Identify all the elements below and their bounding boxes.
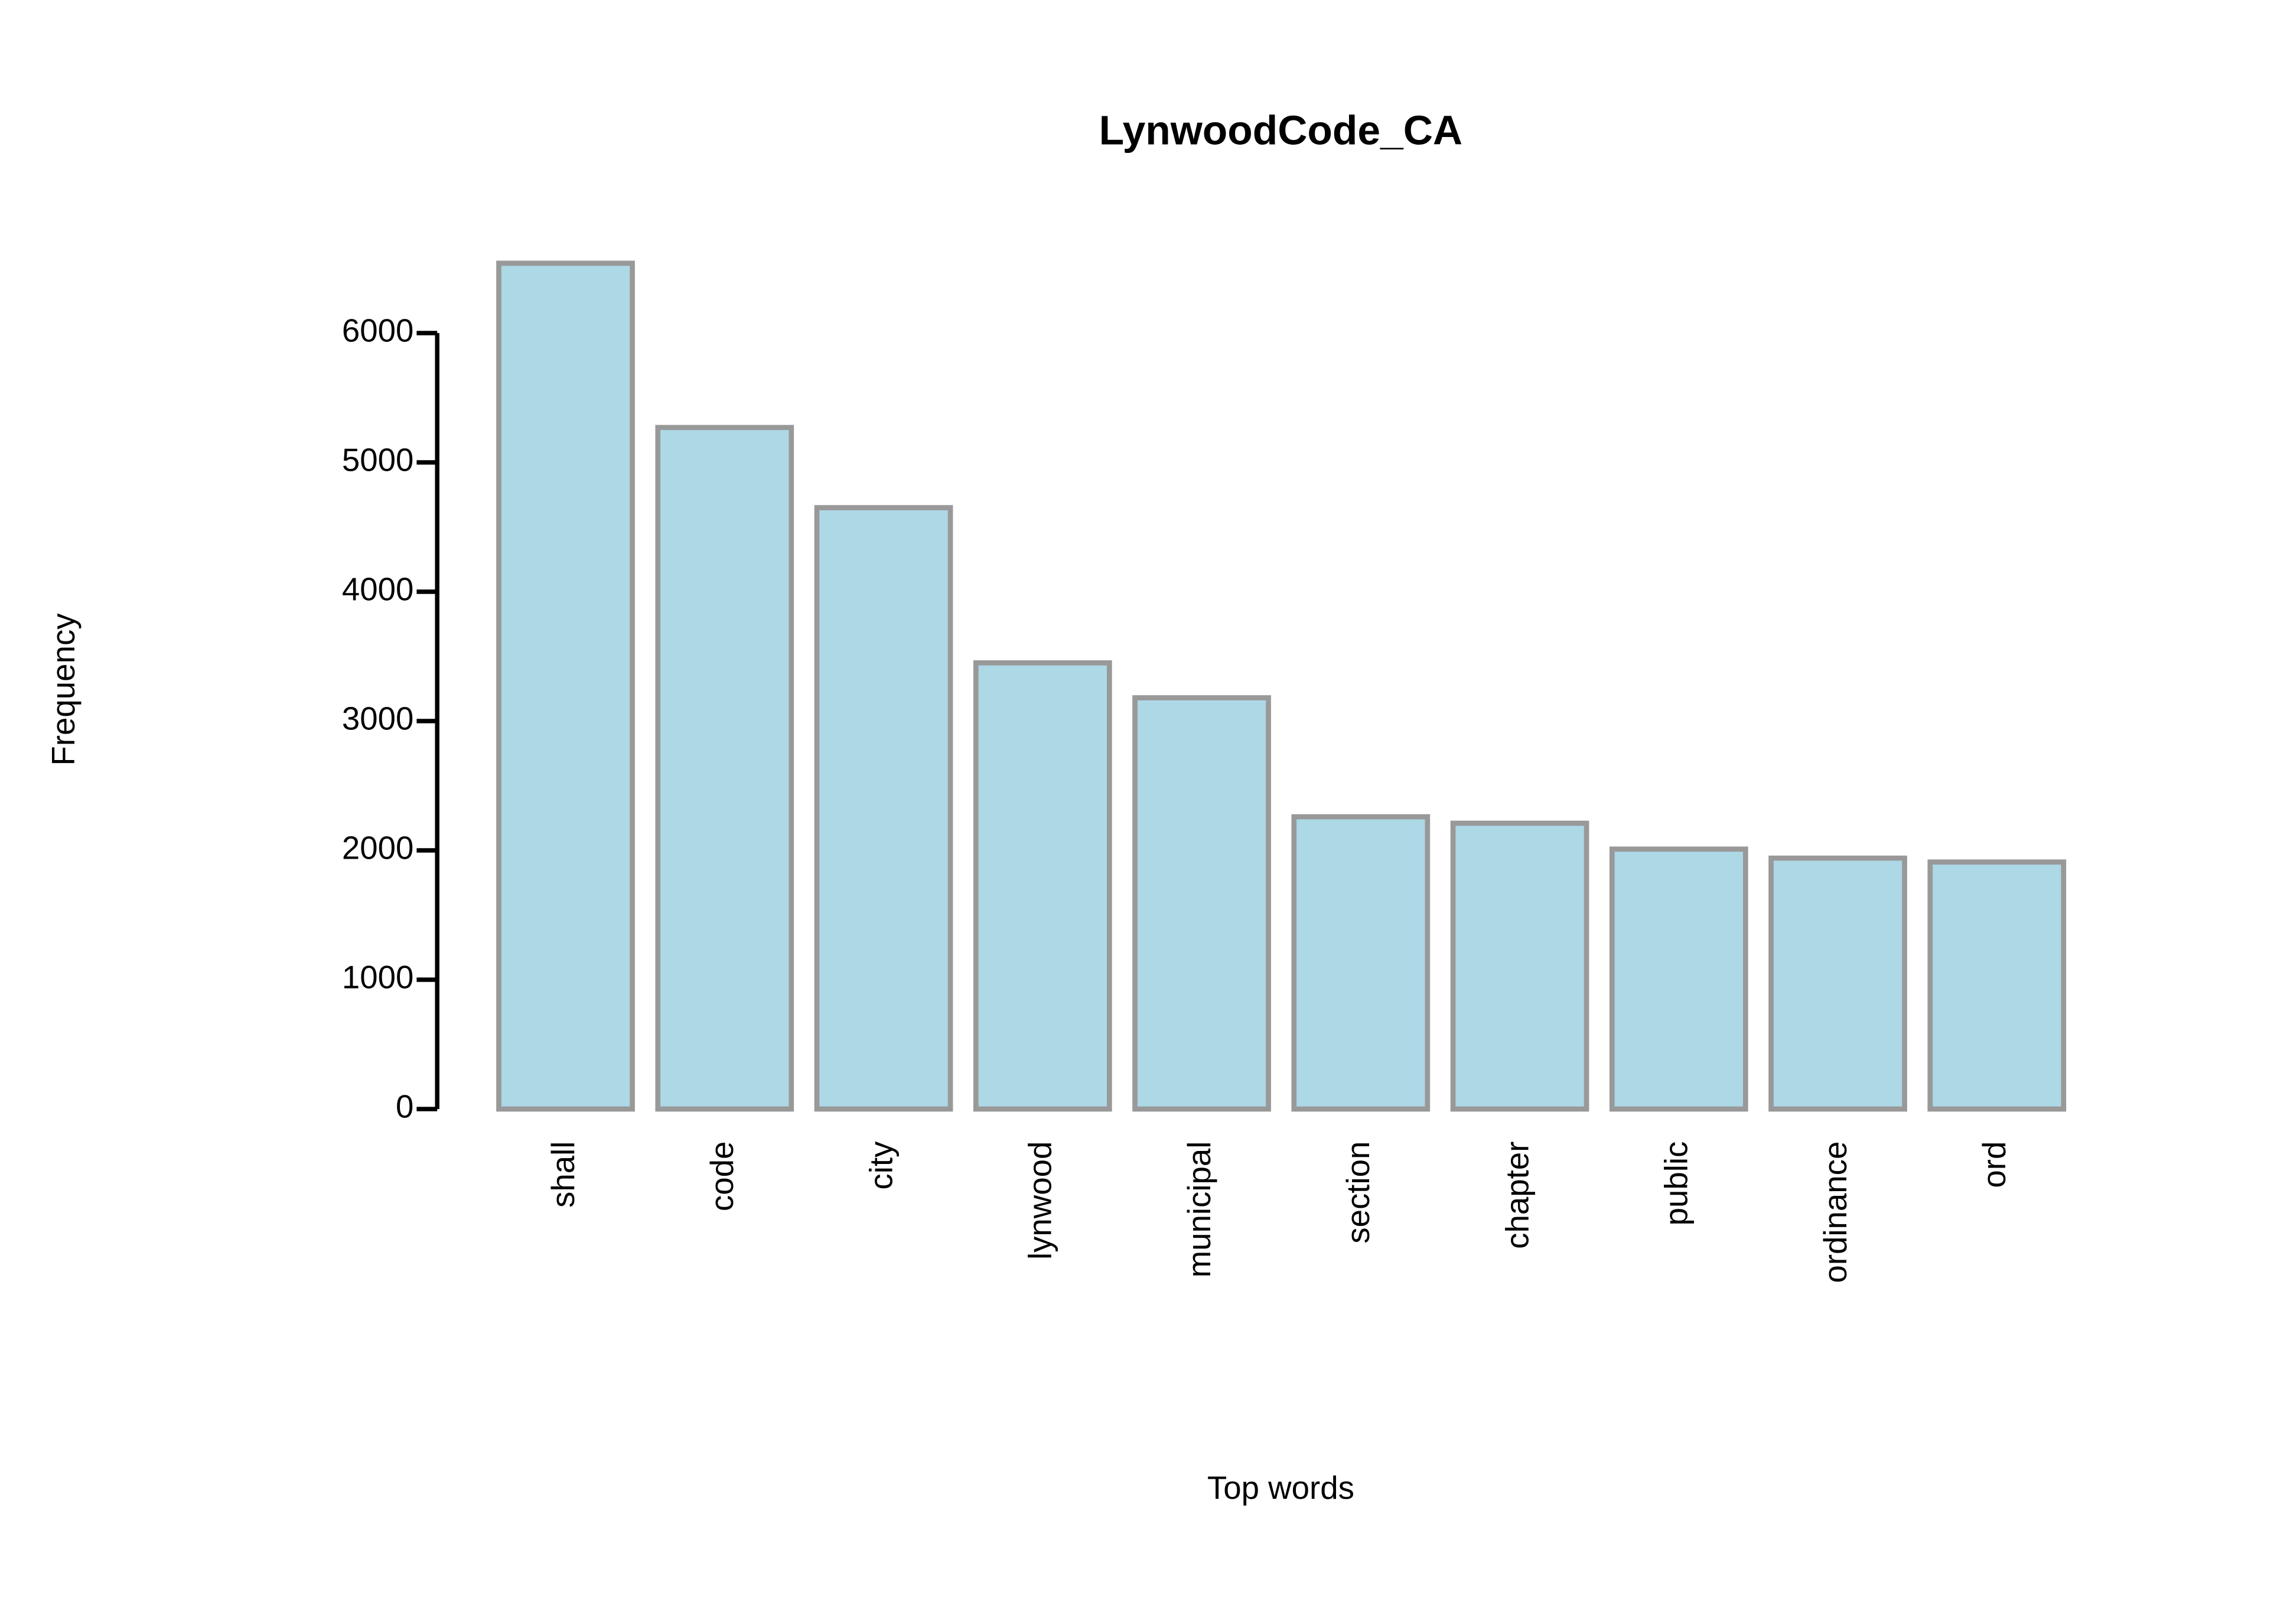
- x-tick-label: public: [1659, 1142, 1695, 1226]
- x-tick-label: lynwood: [1022, 1142, 1058, 1260]
- y-tick-label: 5000: [342, 442, 414, 478]
- bar: [496, 260, 635, 1112]
- bar: [655, 425, 794, 1112]
- bar: [973, 660, 1112, 1112]
- bar: [1450, 820, 1589, 1112]
- x-tick-label: ord: [1976, 1142, 2012, 1188]
- y-tick-label: 6000: [342, 312, 414, 348]
- x-tick-label: shall: [545, 1142, 581, 1208]
- chart-title: LynwoodCode_CA: [1099, 107, 1462, 154]
- x-tick-label: section: [1340, 1142, 1376, 1244]
- y-axis-label: Frequency: [45, 613, 82, 766]
- x-tick-label: city: [863, 1141, 899, 1190]
- bar: [1768, 855, 1907, 1112]
- y-tick-label: 3000: [342, 700, 414, 736]
- bar: [814, 505, 953, 1112]
- x-tick-label: chapter: [1499, 1142, 1535, 1249]
- y-tick-label: 1000: [342, 959, 414, 995]
- x-tick-label: ordinance: [1817, 1142, 1853, 1283]
- bar: [1609, 846, 1748, 1112]
- x-tick-label: municipal: [1181, 1142, 1217, 1278]
- bar: [1132, 695, 1271, 1112]
- x-axis-label: Top words: [1207, 1470, 1354, 1506]
- bar: [1291, 814, 1431, 1112]
- y-tick-label: 2000: [342, 830, 414, 866]
- x-tick-label: code: [704, 1142, 740, 1211]
- bar: [1927, 859, 2067, 1112]
- y-tick-label: 0: [396, 1088, 413, 1124]
- y-tick-label: 4000: [342, 571, 414, 607]
